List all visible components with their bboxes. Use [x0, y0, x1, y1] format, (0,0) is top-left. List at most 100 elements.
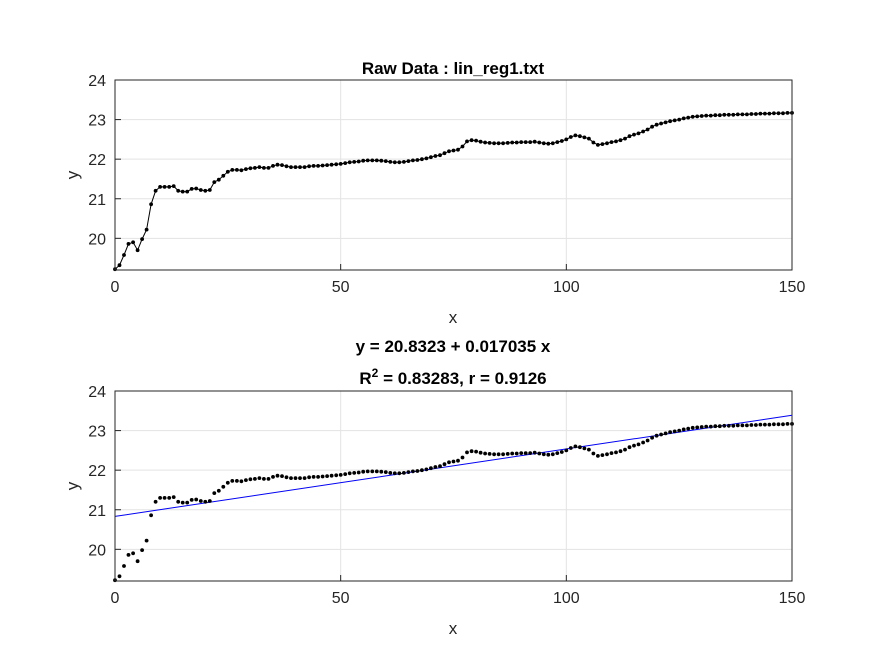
data-point	[230, 479, 235, 483]
data-point	[379, 469, 384, 474]
y-axis-label: y	[63, 170, 82, 179]
data-point	[672, 118, 677, 123]
data-point	[158, 496, 163, 500]
data-point	[225, 480, 230, 485]
data-point	[605, 141, 609, 146]
data-point	[225, 169, 230, 174]
data-point	[189, 187, 194, 191]
data-point	[244, 167, 248, 172]
data-point	[302, 476, 307, 480]
data-point	[212, 180, 217, 185]
data-point	[722, 112, 727, 117]
data-point	[519, 140, 524, 145]
data-point	[501, 452, 505, 457]
data-point	[338, 162, 343, 166]
data-point	[406, 159, 411, 164]
data-point	[329, 473, 334, 478]
data-point	[433, 465, 438, 469]
data-point	[614, 450, 618, 455]
data-point	[325, 163, 329, 168]
data-point	[550, 141, 555, 146]
data-point	[505, 141, 510, 145]
data-point	[347, 160, 352, 165]
data-point	[708, 424, 713, 429]
data-point	[668, 119, 672, 124]
data-point	[695, 425, 700, 430]
data-point	[690, 425, 695, 430]
data-point	[690, 114, 695, 119]
data-point	[568, 446, 573, 450]
data-point	[216, 177, 221, 182]
data-point	[374, 158, 379, 163]
data-point	[627, 445, 632, 450]
data-point	[704, 113, 709, 118]
data-point	[140, 548, 145, 552]
raw-data-chart: 0 50 100 150 20 21 22 23 24 Raw Data : lin_reg1.…	[63, 59, 805, 327]
data-point	[447, 460, 451, 465]
data-point	[239, 168, 244, 173]
data-point	[492, 452, 496, 457]
data-point	[686, 115, 691, 120]
data-point	[704, 424, 709, 429]
data-point	[388, 471, 393, 475]
y-tick-label: 21	[88, 503, 106, 520]
data-point	[311, 475, 316, 479]
data-point	[361, 469, 366, 474]
data-point	[402, 471, 406, 475]
data-point	[180, 189, 185, 194]
data-point	[677, 428, 682, 433]
data-point	[149, 513, 154, 518]
x-tick-label: 50	[332, 590, 350, 607]
data-point	[478, 450, 483, 455]
data-point	[235, 168, 239, 172]
data-point	[447, 149, 451, 154]
data-point	[379, 158, 384, 163]
data-point	[298, 476, 302, 480]
data-point	[541, 141, 546, 146]
data-point	[442, 151, 447, 156]
data-point	[275, 473, 280, 478]
data-point	[681, 427, 686, 432]
y-tick-label: 22	[88, 152, 106, 169]
data-point	[713, 424, 718, 429]
data-point	[578, 445, 582, 450]
data-point	[397, 471, 402, 476]
x-tick-label: 0	[111, 590, 120, 607]
data-point	[600, 453, 605, 457]
y-tick-label: 20	[88, 542, 106, 559]
data-point	[708, 113, 713, 118]
data-point	[591, 451, 596, 456]
data-point	[695, 114, 700, 119]
y-tick-label: 23	[88, 424, 106, 441]
data-point	[501, 141, 505, 146]
data-point	[699, 114, 704, 118]
data-point	[559, 139, 564, 143]
data-point	[587, 447, 591, 452]
data-point	[546, 141, 551, 146]
data-point	[740, 423, 745, 428]
y-tick-label: 24	[88, 384, 106, 401]
data-point	[618, 449, 623, 454]
data-point	[153, 188, 158, 193]
data-point	[519, 451, 524, 455]
data-point	[767, 422, 772, 427]
x-tick-label: 150	[779, 590, 806, 607]
data-point	[681, 116, 686, 121]
data-point	[677, 117, 682, 122]
data-point	[578, 134, 582, 139]
data-point	[550, 452, 555, 457]
data-point	[763, 111, 767, 116]
data-point	[266, 166, 271, 170]
data-point	[365, 158, 370, 163]
data-point	[699, 425, 704, 429]
data-point	[131, 240, 136, 245]
data-point	[528, 451, 533, 455]
data-point	[537, 451, 542, 456]
data-point	[316, 475, 320, 479]
data-point	[600, 142, 605, 147]
data-point	[356, 470, 361, 475]
data-point	[352, 160, 357, 164]
data-point	[356, 159, 361, 164]
data-point	[429, 155, 433, 160]
data-point	[582, 135, 587, 140]
